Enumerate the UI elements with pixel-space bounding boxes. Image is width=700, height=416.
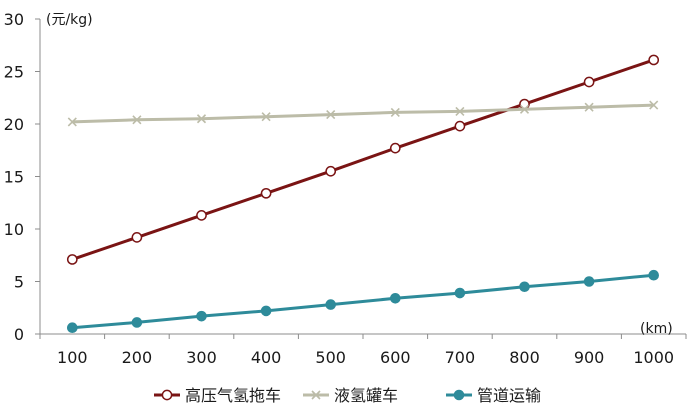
- y-tick-label: 20: [4, 115, 24, 134]
- data-point: [583, 276, 595, 287]
- data-point: [519, 281, 530, 293]
- legend-swatch-marker: [161, 389, 173, 401]
- x-tick-label: 900: [574, 348, 605, 367]
- data-point: [260, 305, 272, 317]
- data-point: [67, 117, 77, 127]
- data-point: [196, 210, 207, 221]
- legend-swatch-marker: [311, 390, 321, 400]
- data-point: [648, 269, 660, 281]
- series-2: [67, 100, 659, 127]
- data-point: [196, 114, 207, 124]
- y-tick-label: 15: [4, 168, 24, 187]
- data-point: [325, 299, 337, 310]
- series-line: [72, 273, 654, 330]
- legend-item-1: 高压气氢拖车: [154, 386, 281, 405]
- data-point: [519, 104, 530, 114]
- x-tick-label: 500: [315, 348, 346, 367]
- legend-label: 高压气氢拖车: [185, 386, 281, 405]
- data-point: [519, 98, 530, 110]
- y-tick-label: 0: [14, 325, 24, 344]
- data-point: [66, 254, 78, 265]
- y-tick-label: 25: [4, 63, 24, 82]
- x-tick-label: 700: [445, 348, 476, 367]
- series-group: [66, 54, 660, 334]
- x-tick-label: 400: [251, 348, 282, 367]
- data-point: [584, 102, 594, 112]
- data-point: [196, 310, 207, 322]
- series-line: [72, 103, 654, 124]
- data-point: [131, 317, 143, 328]
- series-3: [67, 269, 660, 334]
- x-tick-label: 100: [57, 348, 88, 367]
- data-point: [649, 100, 659, 110]
- tick-labels: 0 5 10 15 20 25 30 100 200 300 400 500 600 700 800 900 1…: [4, 10, 687, 367]
- data-point: [67, 322, 78, 334]
- legend-swatch-marker: [453, 389, 465, 401]
- x-axis-unit-label: (km): [640, 321, 673, 337]
- data-point: [583, 76, 595, 88]
- data-point: [454, 287, 466, 299]
- series-line: [71, 58, 655, 261]
- legend-item-2: 液氢罐车: [303, 386, 398, 405]
- x-tick-label: 200: [122, 348, 153, 367]
- y-axis-unit-label: (元/kg): [46, 12, 93, 28]
- x-tick-label: 300: [186, 348, 217, 367]
- legend-item-3: 管道运输: [446, 386, 541, 405]
- data-point: [390, 293, 401, 304]
- data-point: [131, 232, 143, 243]
- data-point: [390, 107, 400, 118]
- x-tick-label: 600: [380, 348, 411, 367]
- data-point: [132, 115, 142, 125]
- legend: 高压气氢拖车 液氢罐车 管道运输: [154, 386, 541, 405]
- data-point: [325, 165, 337, 177]
- x-tick-label: 800: [509, 348, 540, 367]
- y-tick-label: 5: [14, 273, 24, 292]
- data-point: [260, 187, 272, 199]
- data-point: [261, 112, 271, 122]
- data-point: [648, 54, 660, 66]
- legend-label: 管道运输: [477, 386, 541, 405]
- data-point: [389, 142, 401, 154]
- y-tick-label: 10: [4, 220, 24, 239]
- data-point: [326, 109, 336, 120]
- y-tick-label: 30: [4, 10, 24, 29]
- x-tick-label: 1000: [633, 348, 674, 367]
- series-1: [66, 54, 660, 265]
- data-point: [454, 120, 466, 132]
- legend-label: 液氢罐车: [334, 386, 398, 405]
- data-point: [455, 106, 465, 116]
